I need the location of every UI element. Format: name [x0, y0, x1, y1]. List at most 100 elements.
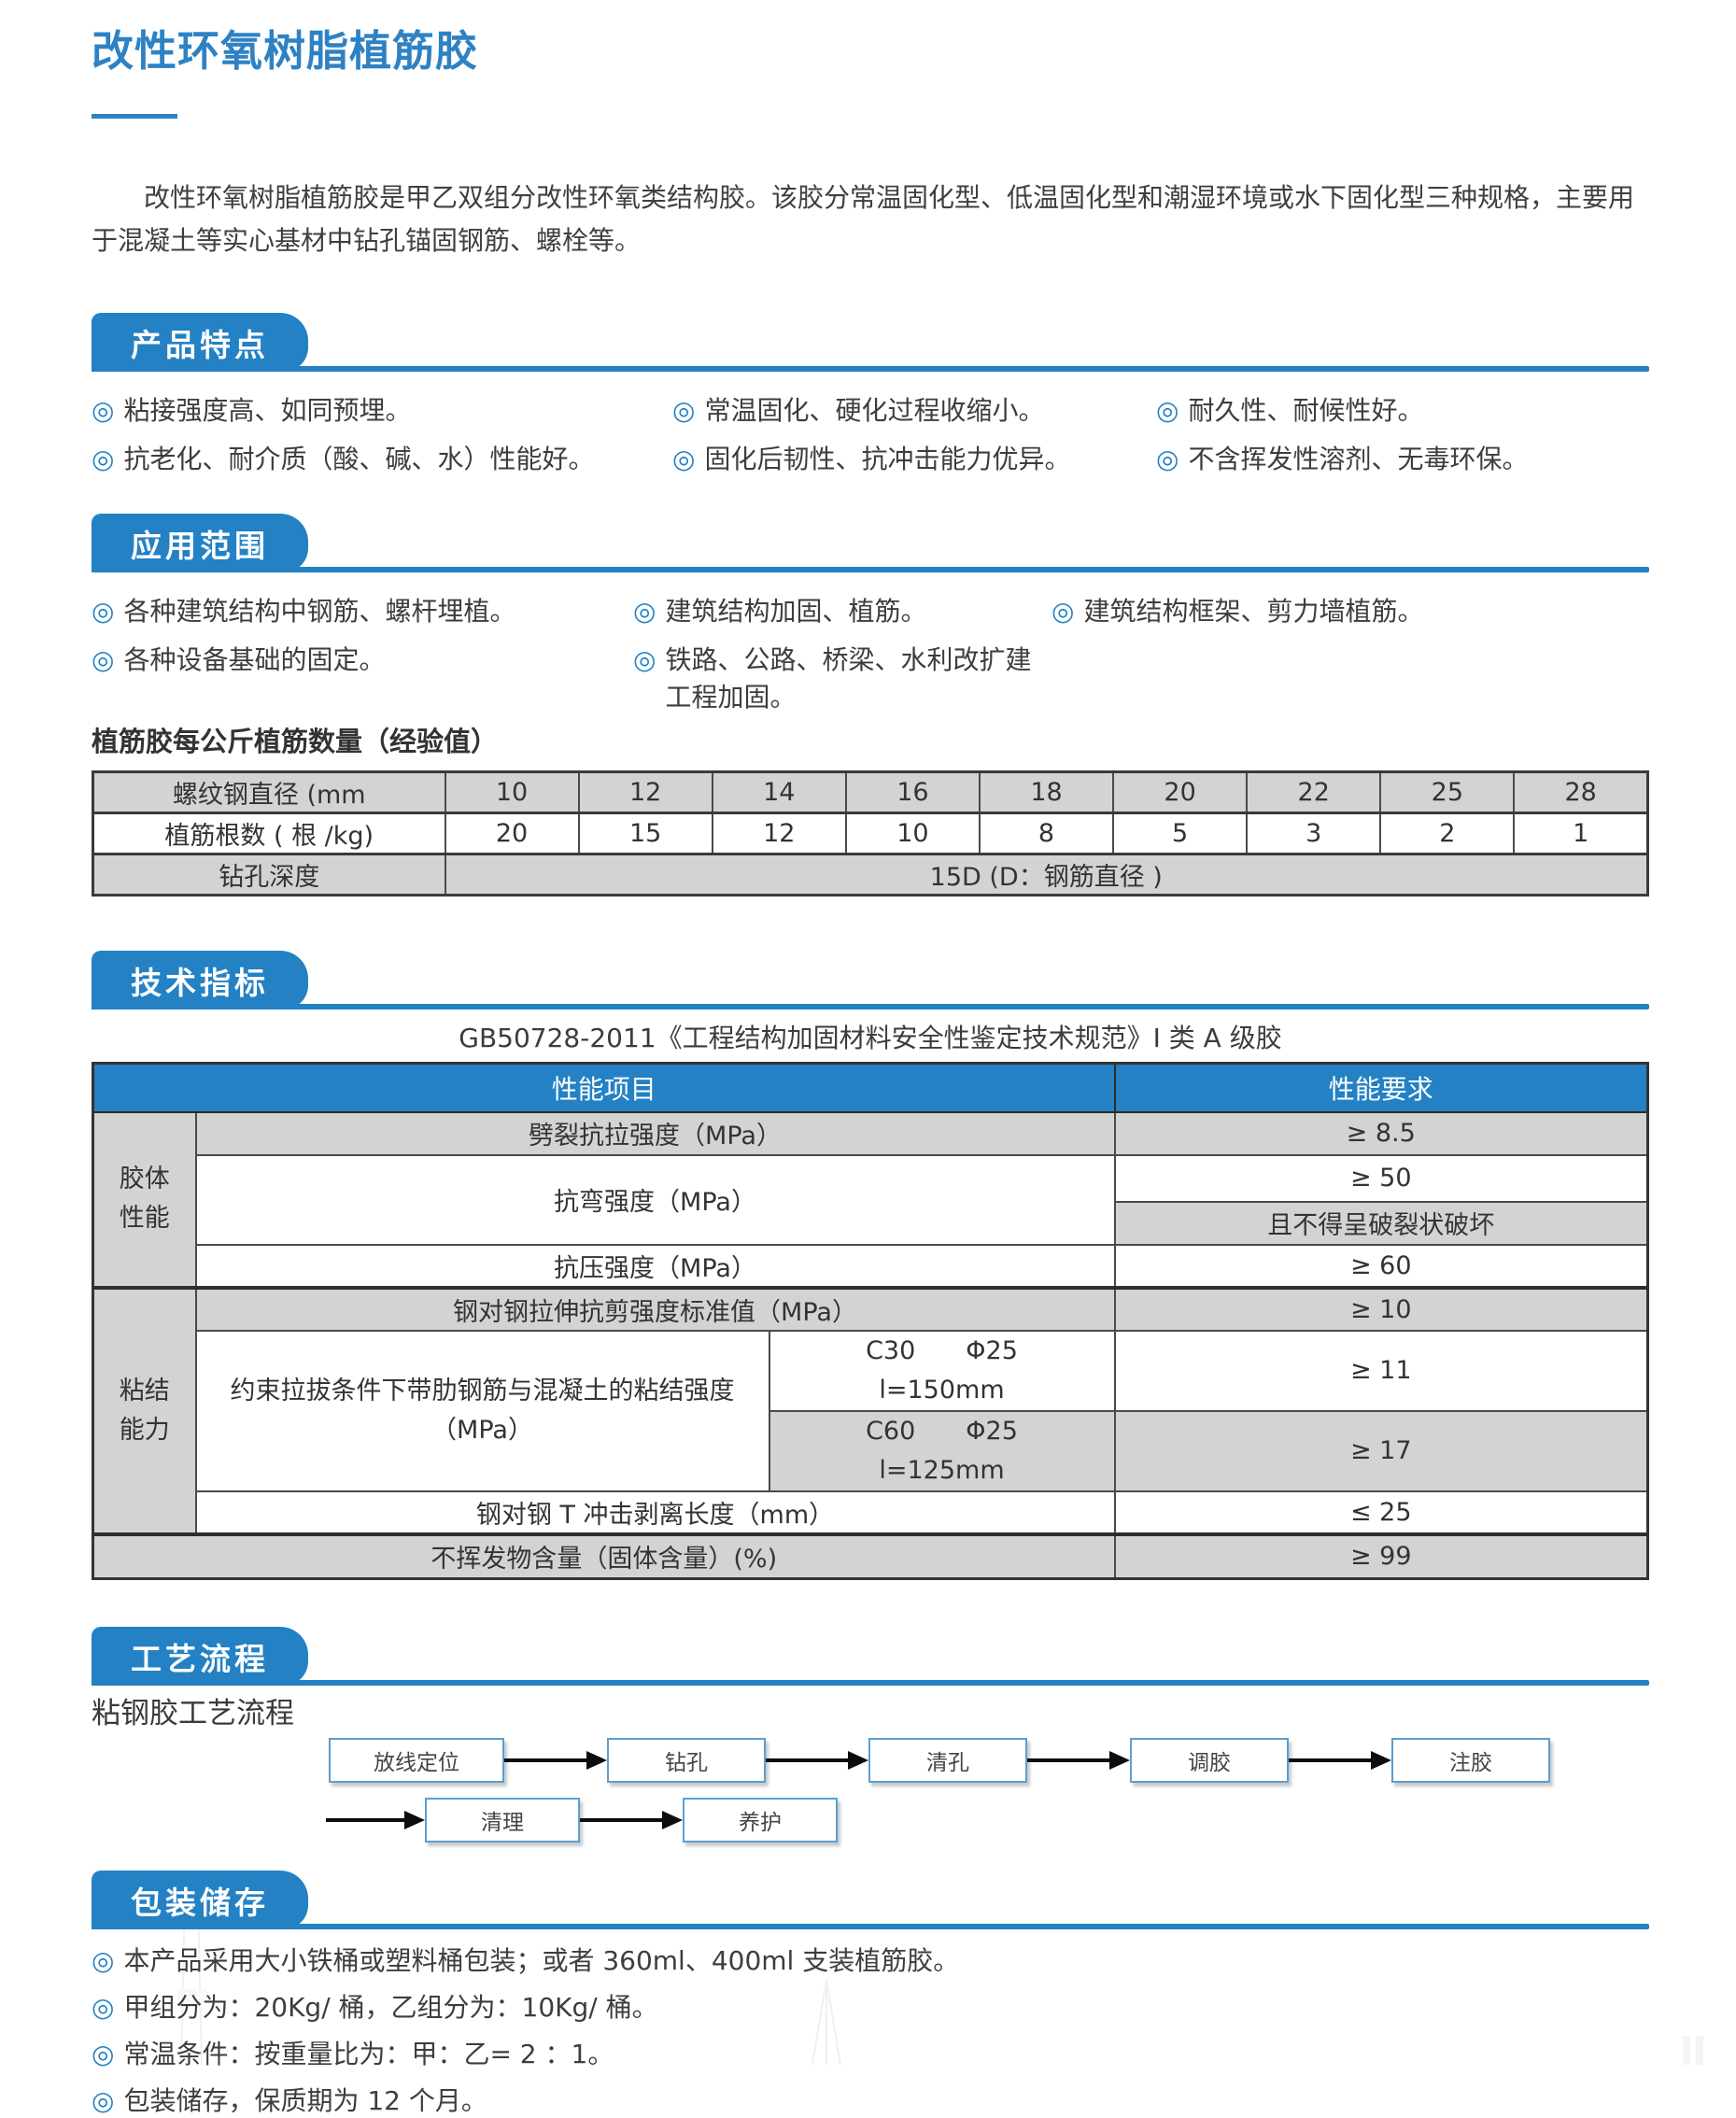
list-item: ◎ 不含挥发性溶剂、无毒环保。	[1156, 441, 1649, 478]
property-cell: 钢对钢拉伸抗剪强度标准值（MPa）	[194, 1285, 1116, 1332]
diameter-cell: 12	[577, 770, 713, 814]
bullet-icon: ◎	[92, 444, 115, 474]
col-header-requirement: 性能要求	[1113, 1062, 1649, 1113]
group-label-line: 胶体	[119, 1165, 170, 1193]
requirement-cell: ≥ 99	[1113, 1532, 1649, 1580]
diameter-cell: 22	[1246, 770, 1382, 814]
condition-line: C60 Φ25	[866, 1416, 1018, 1446]
table-row: 抗弯强度（MPa） ≥ 50	[93, 1153, 1649, 1246]
bullet-icon: ◎	[92, 644, 115, 675]
feature-text: 固化后韧性、抗冲击能力优异。	[704, 444, 1071, 474]
property-cell: 不挥发物含量（固体含量）(%)	[92, 1532, 1116, 1580]
list-item: ◎ 抗老化、耐介质（酸、碱、水）性能好。	[92, 441, 672, 478]
diameter-cell: 28	[1513, 770, 1649, 814]
diameter-cell: 10	[444, 770, 580, 814]
arrow-right-icon	[766, 1751, 868, 1770]
packaging-rule	[92, 1924, 1649, 1929]
requirement-cell: ≥ 10	[1113, 1285, 1649, 1332]
section-tech: 技术指标	[92, 951, 1649, 1010]
count-cell: 2	[1379, 812, 1516, 855]
section-packaging: 包装储存	[92, 1871, 1649, 1929]
intro-paragraph: 改性环氧树脂植筋胶是甲乙双组分改性环氧类结构胶。该胶分常温固化型、低温固化型和潮…	[92, 182, 1635, 256]
group-label-line: 性能	[119, 1204, 170, 1233]
process-step-box: 清理	[425, 1798, 580, 1843]
count-cell: 20	[444, 812, 580, 855]
bullet-icon: ◎	[92, 395, 115, 426]
diameter-cell: 25	[1379, 770, 1516, 814]
list-item: ◎ 包装储存，保质期为 12 个月。	[92, 2084, 1649, 2118]
table-row: 约束拉拔条件下带肋钢筋与混凝土的粘结强度 （MPa） C30 Φ25 l=150…	[93, 1329, 1649, 1492]
diameter-cell: 14	[711, 770, 847, 814]
feature-text: 常温固化、硬化过程收缩小。	[704, 395, 1045, 426]
group-label-line: 粘结	[119, 1376, 170, 1405]
property-cell: 钢对钢 T 冲击剥离长度（mm）	[194, 1490, 1116, 1535]
requirement-cell: ≥ 8.5	[1113, 1110, 1649, 1156]
features-rule	[92, 366, 1649, 372]
process-step-box: 调胶	[1130, 1738, 1289, 1783]
condition-cell: C30 Φ25 l=150mm	[768, 1329, 1116, 1412]
bullet-icon: ◎	[1156, 444, 1179, 474]
list-item: ◎ 固化后韧性、抗冲击能力优异。	[672, 441, 1156, 478]
dosage-row1-label: 螺纹钢直径 (mm	[92, 770, 446, 814]
application-text: 铁路、公路、桥梁、水利改扩建工程加固。	[665, 644, 1032, 713]
application-text: 各种设备基础的固定。	[123, 644, 386, 675]
feature-text: 耐久性、耐候性好。	[1188, 395, 1424, 426]
application-text: 建筑结构框架、剪力墙植筋。	[1083, 596, 1424, 627]
table-row: 抗压强度（MPa） ≥ 60	[93, 1243, 1649, 1289]
bullet-icon: ◎	[672, 444, 696, 474]
diameter-cell: 16	[844, 770, 981, 814]
packaging-header: 包装储存	[92, 1871, 1649, 1929]
list-item: ◎ 本产品采用大小铁桶或塑料桶包装；或者 360ml、400ml 支装植筋胶。	[92, 1944, 1649, 1978]
title-underline	[92, 114, 177, 119]
diameter-cell: 18	[978, 770, 1115, 814]
requirement-cell: ≤ 25	[1113, 1490, 1649, 1535]
table-row: 螺纹钢直径 (mm 10 12 14 16 18 20 22 25 28	[92, 770, 1649, 814]
list-item: ◎ 各种建筑结构中钢筋、螺杆埋植。	[92, 593, 633, 630]
application-text: 各种建筑结构中钢筋、螺杆埋植。	[123, 596, 516, 627]
dosage-table-caption: 植筋胶每公斤植筋数量（经验值）	[92, 726, 499, 757]
requirement-cell: 且不得呈破裂状破坏	[1113, 1201, 1649, 1246]
standard-reference: GB50728-2011《工程结构加固材料安全性鉴定技术规范》I 类 A 级胶	[459, 1023, 1282, 1053]
requirement-cell: ≥ 60	[1113, 1243, 1649, 1289]
packaging-tab: 包装储存	[92, 1871, 308, 1929]
packaging-text: 包装储存，保质期为 12 个月。	[123, 2085, 487, 2116]
process-step-box: 钻孔	[607, 1738, 766, 1783]
tech-header: 技术指标	[92, 951, 1649, 1010]
list-item: ◎ 粘接强度高、如同预埋。	[92, 392, 672, 430]
requirement-cell: ≥ 50	[1113, 1153, 1649, 1203]
group-label-bonding-ability: 粘结 能力	[92, 1285, 197, 1535]
arrow-right-icon	[1027, 1751, 1130, 1770]
condition-line: C30 Φ25	[866, 1335, 1018, 1365]
features-header: 产品特点	[92, 313, 1649, 372]
process-tab: 工艺流程	[92, 1627, 308, 1686]
property-cell: 抗弯强度（MPa）	[194, 1153, 1116, 1246]
list-item: ◎ 建筑结构框架、剪力墙植筋。	[1051, 593, 1649, 630]
drill-depth-cell: 15D (D：钢筋直径 )	[444, 853, 1649, 897]
count-cell: 10	[844, 812, 981, 855]
list-item: ◎ 常温条件：按重量比为：甲：乙= 2 ：1。	[92, 2038, 1649, 2071]
watermark-sketch	[177, 1896, 207, 2065]
list-item: ◎ 建筑结构加固、植筋。	[633, 593, 1051, 630]
requirement-cell: ≥ 11	[1113, 1329, 1649, 1412]
bullet-icon: ◎	[92, 596, 115, 627]
group-label-adhesive-body: 胶体 性能	[92, 1110, 197, 1289]
table-header-row: 性能项目 性能要求	[92, 1062, 1649, 1113]
tech-rule	[92, 1004, 1649, 1010]
process-subtitle: 粘钢胶工艺流程	[92, 1697, 294, 1730]
section-process: 工艺流程	[92, 1627, 1649, 1686]
condition-line: l=150mm	[879, 1375, 1005, 1405]
section-features: 产品特点 ◎ 粘接强度高、如同预埋。 ◎ 常温固化、硬化过程收缩小。 ◎ 耐久性、耐候…	[92, 313, 1649, 478]
dosage-table: 螺纹钢直径 (mm 10 12 14 16 18 20 22 25 28 植筋根…	[92, 770, 1649, 897]
arrow-right-icon	[326, 1811, 425, 1829]
process-step-box: 注胶	[1391, 1738, 1550, 1783]
process-rule	[92, 1680, 1649, 1686]
feature-text: 粘接强度高、如同预埋。	[123, 395, 412, 426]
features-tab: 产品特点	[92, 313, 308, 372]
arrow-right-icon	[504, 1751, 607, 1770]
list-item: ◎ 常温固化、硬化过程收缩小。	[672, 392, 1156, 430]
table-row: 钻孔深度 15D (D：钢筋直径 )	[92, 853, 1649, 897]
property-cell: 抗压强度（MPa）	[194, 1243, 1116, 1289]
condition-line: l=125mm	[879, 1455, 1005, 1485]
list-item: ◎ 耐久性、耐候性好。	[1156, 392, 1649, 430]
count-cell: 3	[1246, 812, 1382, 855]
